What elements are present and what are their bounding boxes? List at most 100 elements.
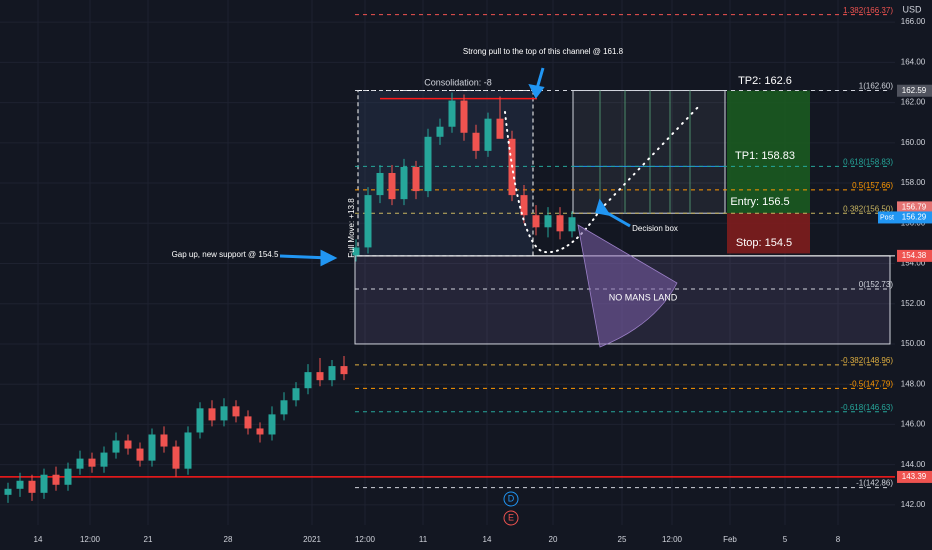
candle-body <box>328 366 336 381</box>
annotation: Gap up, new support @ 154.5 <box>172 250 279 259</box>
annotation: Entry: 156.5 <box>730 196 789 208</box>
no-mans-land-cone <box>577 224 678 348</box>
price-tag <box>897 84 932 97</box>
annotation: Strong pull to the top of this channel @… <box>463 47 624 56</box>
candle-body <box>400 166 408 200</box>
x-tick-label: 12:00 <box>80 535 101 544</box>
candle-body <box>64 468 72 485</box>
candle-body <box>28 480 36 493</box>
event-label: D <box>508 493 515 503</box>
y-tick-label: 146.00 <box>901 420 926 429</box>
currency-label: USD <box>902 4 922 14</box>
y-tick-label: 144.00 <box>901 460 926 469</box>
x-tick-label: 12:00 <box>355 535 376 544</box>
candle-body <box>136 448 144 461</box>
candle-body <box>148 434 156 461</box>
candle-body <box>100 452 108 467</box>
stop-zone <box>727 213 810 254</box>
consolidation-box <box>357 90 534 257</box>
candle-body <box>76 458 84 469</box>
annotation: TP2: 162.6 <box>738 75 792 87</box>
event-markers: D E <box>503 491 519 526</box>
candle-body <box>40 474 48 493</box>
price-tag <box>897 211 932 224</box>
candle-body <box>484 118 492 151</box>
candle-body <box>88 458 96 467</box>
x-tick-label: Feb <box>723 535 737 544</box>
candle-body <box>364 195 372 248</box>
candle-body <box>520 195 528 216</box>
candle-body <box>172 446 180 469</box>
x-tick-label: 20 <box>549 535 558 544</box>
candles <box>4 92 576 503</box>
fib-label: 0.382(156.50) <box>843 204 893 213</box>
candle-body <box>196 408 204 433</box>
candle-body <box>208 408 216 421</box>
candle-body <box>256 428 264 435</box>
candle-body <box>388 172 396 200</box>
y-tick-label: 142.00 <box>901 500 926 509</box>
arrow <box>528 67 545 99</box>
price-tag-label: 143.39 <box>902 472 927 481</box>
candle-body <box>352 247 360 256</box>
candle-body <box>448 100 456 127</box>
candle-body <box>556 215 564 232</box>
y-tick-label: 154.00 <box>901 259 926 268</box>
candle-body <box>268 414 276 435</box>
fib-label: -0.382(148.96) <box>841 356 894 365</box>
event-label: E <box>508 512 514 522</box>
price-tag-label: 156.79 <box>902 202 927 211</box>
candle-body <box>112 440 120 453</box>
candle-body <box>16 480 24 489</box>
fib-label: 1.382(166.37) <box>843 6 893 15</box>
annotation: TP1: 158.83 <box>735 150 795 162</box>
annotation: Decision box <box>632 224 678 233</box>
y-tick-label: 150.00 <box>901 339 926 348</box>
take-profit-zone <box>727 90 810 214</box>
fib-label: -0.5(147.79) <box>849 380 893 389</box>
candle-body <box>184 432 192 469</box>
candle-body <box>568 217 576 232</box>
candle-body <box>544 215 552 228</box>
candle-body <box>376 172 384 196</box>
arrow <box>595 198 631 228</box>
price-tag <box>897 249 932 262</box>
x-tick-label: 28 <box>224 535 233 544</box>
candle-body <box>232 406 240 417</box>
cup-curve <box>504 111 601 254</box>
candle-body <box>244 416 252 429</box>
fib-label: 0.5(157.66) <box>852 181 893 190</box>
decision-box <box>572 90 726 214</box>
candle-body <box>4 488 12 495</box>
candle-body <box>412 166 420 192</box>
candle-body <box>52 474 60 485</box>
projection-path <box>599 104 701 211</box>
post-label: Post <box>880 214 894 221</box>
candle-body <box>280 400 288 415</box>
price-tag-label: 156.29 <box>902 213 927 222</box>
y-tick-label: 166.00 <box>901 17 926 26</box>
y-tick-label: 152.00 <box>901 299 926 308</box>
post-tag <box>878 211 897 224</box>
candle-body <box>124 440 132 449</box>
y-tick-label: 158.00 <box>901 178 926 187</box>
x-tick-label: 12:00 <box>662 535 683 544</box>
fib-label: 0.618(158.83) <box>843 157 893 166</box>
y-tick-label: 148.00 <box>901 379 926 388</box>
x-tick-label: 25 <box>618 535 627 544</box>
candle-body <box>472 132 480 151</box>
price-tag-label: 162.59 <box>902 86 927 95</box>
candle-body <box>460 100 468 133</box>
candle-body <box>532 215 540 228</box>
candle-body <box>496 118 504 139</box>
x-tick-label: 14 <box>34 535 43 544</box>
candle-body <box>340 366 348 375</box>
fib-label: 1(162.60) <box>859 82 894 91</box>
annotation: NO MANS LAND <box>609 292 678 302</box>
arrow <box>279 249 338 267</box>
candle-body <box>220 406 228 421</box>
annotation: Stop: 154.5 <box>736 237 792 249</box>
fib-label: -0.618(146.63) <box>841 403 894 412</box>
event-circle <box>503 491 519 507</box>
